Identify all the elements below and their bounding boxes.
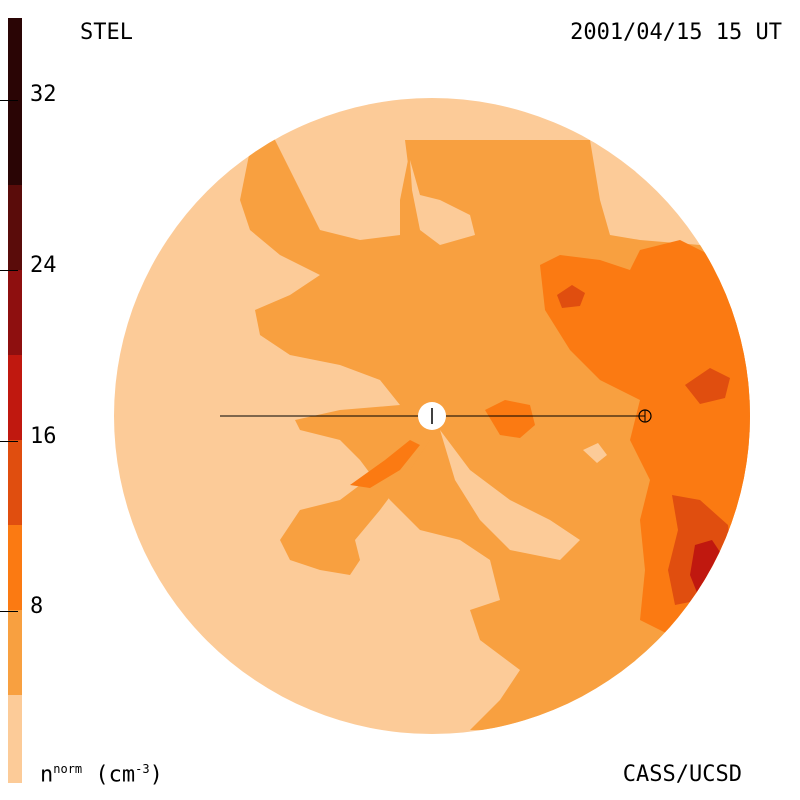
colorbar-segment-4 [8,355,22,440]
colorbar [8,18,22,783]
colorbar-tick-24 [0,270,18,271]
unit-close: ) [149,762,163,787]
colorbar-tick-16 [0,441,18,442]
unit-label: nnorm (cm-3) [40,763,163,786]
colorbar-tick-label-16: 16 [30,424,57,449]
unit-base: n [40,762,54,787]
density-region-high-patch-2 [350,440,420,488]
colorbar-segment-6 [8,525,22,610]
colorbar-segment-3 [8,270,22,355]
unit-paren: (cm [95,762,136,787]
colorbar-segment-5 [8,440,22,525]
unit-exp: -3 [135,761,150,776]
colorbar-segment-8 [8,695,22,783]
unit-super: norm [53,761,83,776]
colorbar-tick-label-8: 8 [30,594,44,619]
timestamp-label: 2001/04/15 15 UT [570,20,782,45]
density-region-light-island [583,443,607,463]
colorbar-tick-label-24: 24 [30,253,57,278]
colorbar-segment-7 [8,610,22,695]
colorbar-tick-label-32: 32 [30,82,57,107]
density-region-high-patch-1 [485,400,535,438]
credit-label: CASS/UCSD [622,762,742,787]
density-region-light-wedge [440,430,580,560]
density-region-very-high-1 [557,285,585,308]
density-region-peak [690,540,722,595]
density-region-light-notch [410,160,475,245]
colorbar-tick-32 [0,100,18,101]
density-region-very-high-2 [685,368,730,404]
colorbar-segment-2 [8,185,22,270]
observatory-label: STEL [80,20,133,45]
colorbar-tick-8 [0,611,18,612]
colorbar-segment-1 [8,18,22,185]
